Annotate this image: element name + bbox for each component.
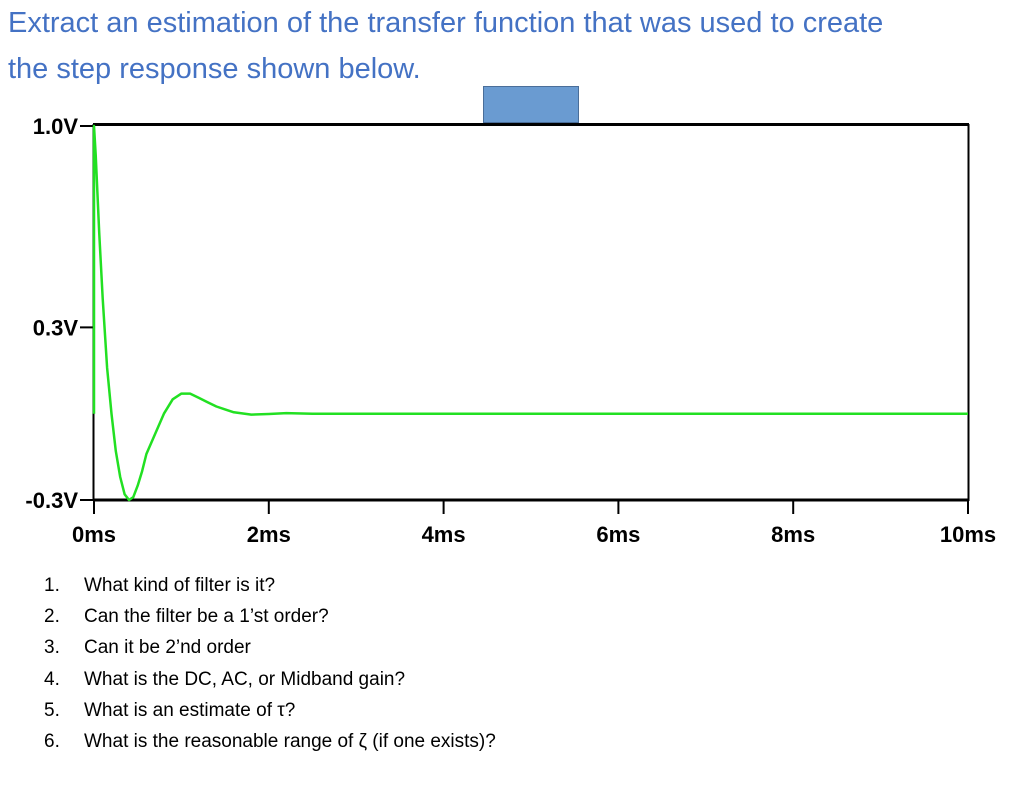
- item-text: Can the filter be a 1’st order?: [84, 606, 329, 628]
- x-tick-label: 0ms: [72, 522, 116, 547]
- list-item: 1. What kind of filter is it?: [44, 570, 496, 601]
- item-number: 4.: [44, 668, 60, 690]
- item-text: What is an estimate of τ?: [84, 699, 296, 721]
- list-item: 2. Can the filter be a 1’st order?: [44, 601, 496, 632]
- x-tick-label: 6ms: [596, 522, 640, 547]
- item-text: What is the reasonable range of ζ (if on…: [84, 730, 496, 752]
- plot-frame: [92, 123, 970, 502]
- item-number: 6.: [44, 730, 60, 752]
- x-tick-label: 4ms: [422, 522, 466, 547]
- list-item: 3. Can it be 2’nd order: [44, 632, 496, 663]
- x-tick-label: 10ms: [940, 522, 996, 547]
- item-text: What kind of filter is it?: [84, 575, 276, 596]
- list-item: 6. What is the reasonable range of ζ (if …: [44, 726, 496, 757]
- item-text: What is the DC, AC, or Midband gain?: [84, 668, 406, 690]
- y-tick-label: -0.3V: [25, 488, 78, 513]
- x-axis-ticks: 0ms 2ms 4ms 6ms 8ms 10ms: [72, 500, 996, 547]
- step-response-chart: 1.0V 0.3V -0.3V 0ms 2ms 4ms 6ms 8ms 10ms: [25, 114, 996, 547]
- heading-line-1: Extract an estimation of the transfer fu…: [8, 7, 884, 39]
- series-group: [92, 124, 968, 502]
- y-tick-label: 1.0V: [33, 114, 79, 139]
- list-item: 4. What is the DC, AC, or Midband gain?: [44, 664, 496, 695]
- x-tick-label: 2ms: [247, 522, 291, 547]
- item-number: 3.: [44, 637, 60, 659]
- item-number: 2.: [44, 606, 60, 628]
- item-number: 5.: [44, 699, 60, 721]
- y-tick-label: 0.3V: [33, 315, 79, 340]
- question-list: 1. What kind of filter is it? 2. Can the f…: [44, 570, 496, 757]
- series-line: [92, 124, 968, 502]
- question-heading: Extract an estimation of the transfer fu…: [8, 0, 1018, 92]
- item-text: Can it be 2’nd order: [84, 637, 251, 659]
- blue-rectangle-shape: [483, 86, 579, 123]
- y-axis-ticks: 1.0V 0.3V -0.3V: [25, 114, 94, 513]
- item-number: 1.: [44, 575, 60, 596]
- heading-line-2: the step response shown below.: [8, 53, 421, 85]
- list-item: 5. What is an estimate of τ?: [44, 695, 496, 726]
- x-tick-label: 8ms: [771, 522, 815, 547]
